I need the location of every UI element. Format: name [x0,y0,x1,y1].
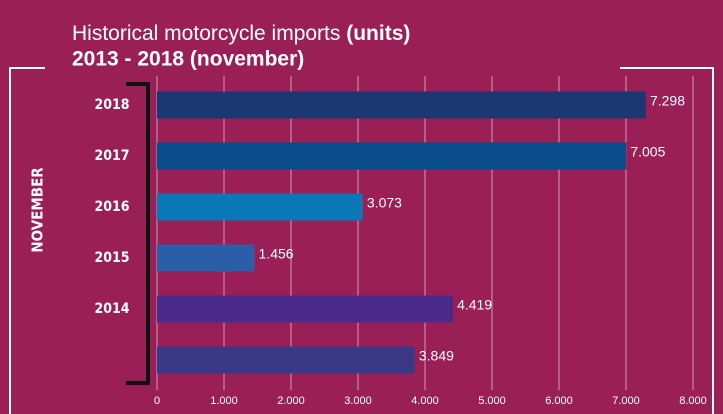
frame-right [620,67,714,414]
bracket [126,82,150,385]
value-label: 7.005 [630,144,665,160]
y-tick-label: 2017 [94,148,129,164]
chart-title: Historical motorcycle imports (units) [72,22,410,45]
bar [157,244,255,272]
x-tick-label: 0 [154,395,160,407]
y-tick-label: 2018 [94,97,129,113]
x-tick-label: 1.000 [210,395,238,407]
bar [157,193,363,221]
bar [157,346,415,374]
y-tick-label: 2016 [94,199,129,215]
title-unit: (units) [346,22,410,45]
x-tick-label: 2.000 [277,395,305,407]
bar [157,295,454,323]
x-tick-label: 7.000 [612,395,640,407]
value-label: 4.419 [457,297,492,313]
x-tick-label: 5.000 [478,395,506,407]
y-axis-label: NOVEMBER [29,167,47,253]
value-label: 7.298 [650,93,685,109]
y-tick-label: 2015 [94,250,129,266]
bar [157,142,627,170]
value-label: 3.073 [367,195,402,211]
x-tick-label: 4.000 [411,395,439,407]
x-tick-label: 3.000 [344,395,372,407]
frame-left [9,67,45,414]
bar [157,91,646,119]
x-tick-label: 8.000 [679,395,707,407]
value-label: 3.849 [419,348,454,364]
chart-subtitle: 2013 - 2018 (november) [72,48,304,71]
x-tick-label: 6.000 [545,395,573,407]
value-label: 1.456 [259,246,294,262]
title-text: Historical motorcycle imports [72,22,340,45]
y-tick-label: 2014 [94,301,129,317]
